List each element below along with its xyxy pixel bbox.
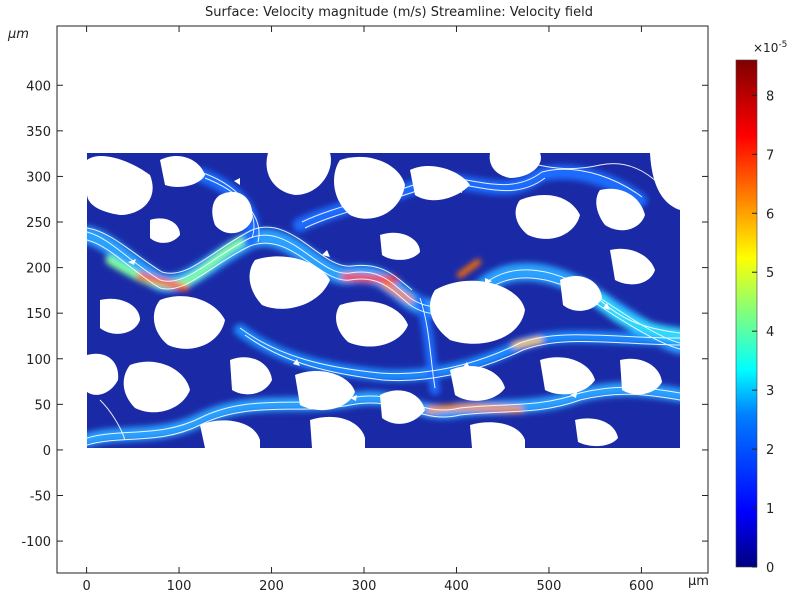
colorbar-ticks: 0 1 2 3 4 5 6 7 8 <box>752 89 774 576</box>
arrow <box>570 392 577 398</box>
colorbar-tick-label: 1 <box>766 502 774 517</box>
grain <box>87 353 119 395</box>
x-tick-label: 300 <box>352 579 377 594</box>
arrow <box>603 303 610 310</box>
streamline <box>87 393 680 446</box>
grain <box>212 191 253 234</box>
colorbar-multiplier-base: ×10 <box>753 41 778 55</box>
porous-domain <box>87 153 680 448</box>
colorbar-tick-label: 0 <box>766 561 774 576</box>
y-tick-label: 250 <box>26 216 51 231</box>
y-tick-label: 400 <box>26 79 51 94</box>
grain <box>153 296 225 349</box>
x-tick-label: 500 <box>537 579 562 594</box>
x-tick-label: 100 <box>167 579 192 594</box>
streamline <box>419 297 436 389</box>
y-axis-unit: µm <box>7 27 29 42</box>
colorbar-tick-label: 4 <box>766 325 774 340</box>
x-axis: 0 100 200 300 400 500 600 <box>82 26 654 594</box>
grain <box>489 153 541 178</box>
y-axis: -100 -50 0 50 100 150 200 250 300 350 400 <box>21 79 708 550</box>
channel-lower-core <box>427 404 523 413</box>
grain <box>410 165 470 201</box>
grain <box>540 357 595 395</box>
streamline <box>244 334 680 382</box>
channel-hot-4 <box>512 337 543 348</box>
streamline-arrows <box>128 178 610 401</box>
arrow <box>128 259 136 265</box>
grain <box>650 153 680 210</box>
arrow <box>463 362 470 368</box>
streamline <box>87 226 413 291</box>
streamline <box>199 168 643 239</box>
solid-grains <box>87 153 680 448</box>
arrow <box>234 178 240 185</box>
grain <box>200 420 260 448</box>
y-unit-mu: µm <box>7 27 29 42</box>
grain <box>160 155 205 187</box>
grain <box>430 280 525 344</box>
y-tick-label: 300 <box>26 170 51 185</box>
x-tick-label: 200 <box>259 579 284 594</box>
colorbar-tick-label: 7 <box>766 148 774 163</box>
grain <box>596 188 645 231</box>
grain <box>336 301 408 347</box>
streamline <box>87 239 680 350</box>
y-tick-label: -100 <box>21 535 51 550</box>
x-axis-unit: µm <box>688 574 709 589</box>
grain <box>450 366 505 401</box>
colorbar-tick-label: 3 <box>766 384 774 399</box>
grain <box>100 298 140 334</box>
colorbar-tick-label: 2 <box>766 443 774 458</box>
grain <box>87 155 153 215</box>
grain <box>610 248 655 285</box>
colorbar-tick-label: 5 <box>766 266 774 281</box>
grain <box>249 256 330 309</box>
colorbar-exponent: -5 <box>778 40 787 50</box>
grain <box>123 361 190 413</box>
streamline <box>87 386 680 439</box>
streamline <box>204 177 546 243</box>
y-tick-label: 100 <box>26 353 51 368</box>
channel-hot-5 <box>457 259 481 278</box>
grain <box>620 358 662 395</box>
colorbar-tick-label: 8 <box>766 89 774 104</box>
y-tick-label: 200 <box>26 262 51 277</box>
streamline <box>99 399 126 441</box>
grain <box>334 156 405 219</box>
x-tick-label: 0 <box>82 579 90 594</box>
streamline <box>87 231 680 344</box>
x-tick-label: 400 <box>444 579 469 594</box>
grain <box>310 416 365 448</box>
y-tick-label: 150 <box>26 307 51 322</box>
streamlines <box>87 159 680 446</box>
streamline <box>519 159 661 186</box>
arrow <box>293 359 300 366</box>
colorbar-multiplier: ×10-5 <box>753 40 787 55</box>
y-tick-label: -50 <box>30 490 51 505</box>
colorbar-tick-label: 6 <box>766 207 774 222</box>
arrow <box>350 395 357 401</box>
colorbar <box>735 59 758 568</box>
arrow <box>485 278 492 285</box>
grain <box>150 218 180 243</box>
grain <box>515 195 580 239</box>
channel-mid <box>234 324 680 382</box>
channel-hot-1 <box>136 272 189 292</box>
chart-title: Surface: Velocity magnitude (m/s) Stream… <box>205 5 593 20</box>
y-tick-label: 50 <box>34 398 51 413</box>
x-tick-label: 600 <box>629 579 654 594</box>
grain <box>295 371 355 411</box>
arrow <box>455 186 462 193</box>
grain <box>266 153 331 195</box>
y-tick-label: 350 <box>26 125 51 140</box>
grain <box>470 422 525 448</box>
arrow <box>322 250 330 257</box>
grain <box>230 357 272 395</box>
grain <box>380 232 420 260</box>
y-tick-label: 0 <box>43 444 51 459</box>
grain <box>575 418 618 447</box>
streamline <box>239 327 680 375</box>
